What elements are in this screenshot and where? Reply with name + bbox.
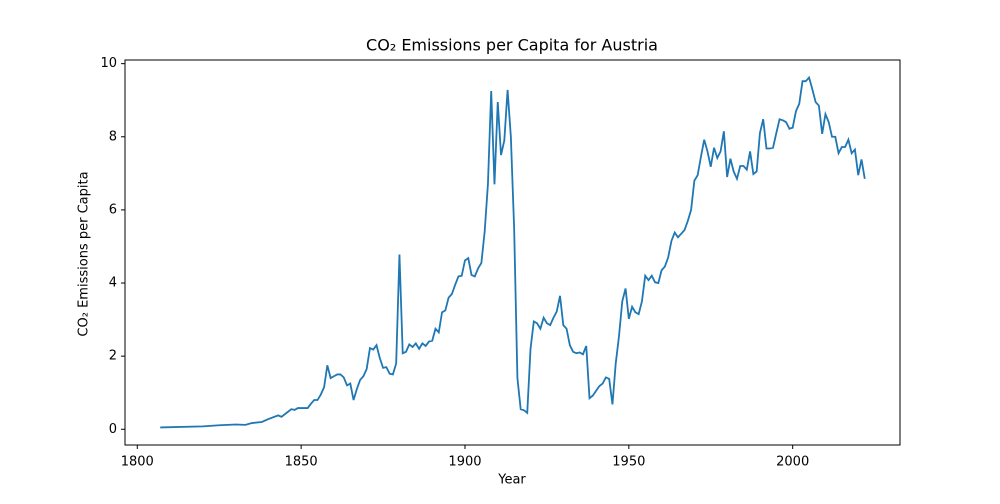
y-tick-label: 8 — [109, 129, 117, 144]
y-tick-label: 6 — [109, 202, 117, 217]
x-tick-label: 1800 — [121, 455, 154, 470]
y-axis-label: CO₂ Emissions per Capita — [77, 171, 92, 336]
x-tick-label: 1850 — [285, 455, 318, 470]
x-tick-label: 1950 — [612, 455, 645, 470]
y-tick-label: 4 — [109, 276, 117, 291]
data-line — [160, 75, 866, 429]
y-tick-label: 0 — [109, 422, 117, 437]
plot-frame — [124, 59, 901, 446]
x-tick-label: 1900 — [448, 455, 481, 470]
x-tick-label: 2000 — [776, 455, 809, 470]
y-tick-label: 10 — [100, 56, 117, 71]
y-tick-label: 2 — [109, 349, 117, 364]
x-axis-label: Year — [497, 473, 526, 488]
chart-title: CO₂ Emissions per Capita for Austria — [366, 36, 658, 55]
